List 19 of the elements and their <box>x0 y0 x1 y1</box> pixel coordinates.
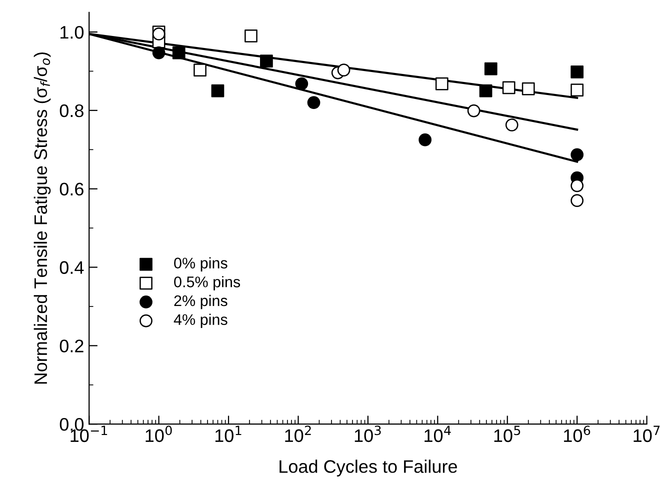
x-tick-label: 10$^{5}$ <box>494 426 520 442</box>
y-tick-label: 0.2 <box>60 340 84 352</box>
legend-label: 0.5% pins <box>174 276 240 290</box>
legend-label: 2% pins <box>174 294 228 310</box>
y-axis-title: Normalized Tensile Fatigue Stress (σ$_{f}$/σ$_{o}$) <box>34 52 51 384</box>
x-tick-label: 10$^{0}$ <box>146 426 172 442</box>
x-tick-label: 10$^{6}$ <box>564 426 590 442</box>
y-tick-label: 1.0 <box>60 26 84 39</box>
y-tick-label: 0.4 <box>60 261 84 274</box>
x-axis-title: Load Cycles to Failure <box>280 460 457 476</box>
x-tick-label: 10$^{1}$ <box>215 426 242 442</box>
y-tick-label: 0.8 <box>60 104 84 118</box>
x-tick-label: 10$^{7}$ <box>634 426 660 442</box>
legend-label: 4% pins <box>174 314 228 328</box>
x-tick-label: 10$^{3}$ <box>354 426 381 442</box>
x-tick-label: 10$^{4}$ <box>424 426 451 442</box>
x-tick-label: 10$^{2}$ <box>285 426 311 442</box>
y-tick-label: 0.6 <box>60 182 84 196</box>
legend-label: 0% pins <box>174 257 228 272</box>
